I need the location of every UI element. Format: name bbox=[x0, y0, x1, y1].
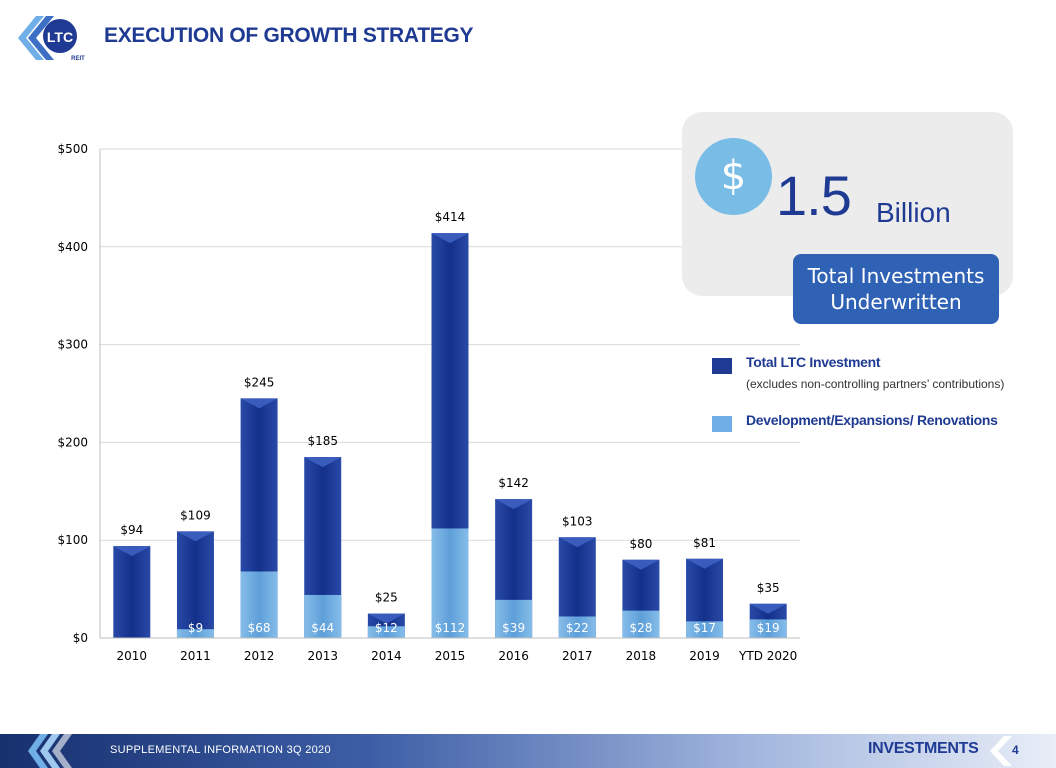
data-label-total: $185 bbox=[307, 434, 338, 448]
legend-swatch-total bbox=[712, 358, 732, 374]
bar-total-bevel bbox=[749, 603, 787, 614]
callout-caption: Total Investments Underwritten bbox=[793, 254, 999, 324]
x-tick-label: YTD 2020 bbox=[738, 649, 797, 663]
bar-development bbox=[431, 528, 469, 638]
data-label-development: $17 bbox=[693, 621, 716, 635]
x-tick-label: 2014 bbox=[371, 649, 402, 663]
data-label-development: $44 bbox=[311, 621, 334, 635]
data-label-development: $112 bbox=[435, 621, 466, 635]
bar-total-bevel bbox=[176, 531, 214, 542]
footer-left-text: SUPPLEMENTAL INFORMATION 3Q 2020 bbox=[110, 744, 331, 756]
callout-amount: 1.5 bbox=[776, 164, 852, 227]
bar-total-bevel bbox=[622, 559, 660, 570]
data-label-total: $245 bbox=[244, 375, 275, 389]
data-label-total: $80 bbox=[629, 537, 652, 551]
x-tick-label: 2012 bbox=[244, 649, 275, 663]
bar-total-bevel bbox=[431, 233, 469, 244]
bar-total-bevel bbox=[304, 457, 342, 468]
x-tick-label: 2011 bbox=[180, 649, 211, 663]
ltc-logo: LTC REIT bbox=[18, 16, 85, 62]
x-tick-label: 2019 bbox=[689, 649, 720, 663]
data-label-total: $109 bbox=[180, 508, 211, 522]
bar-total-bevel bbox=[367, 613, 405, 624]
data-label-total: $414 bbox=[435, 210, 466, 224]
bar-development bbox=[176, 629, 214, 638]
footer-chevron-icon bbox=[28, 734, 72, 768]
bar-total-bevel bbox=[240, 398, 278, 409]
page-title: EXECUTION OF GROWTH STRATEGY bbox=[104, 24, 474, 47]
chart-bars: $94 $109 $9 $245 $68 $185 $44 $25 $12 $414 $112 $14… bbox=[113, 210, 787, 638]
y-tick-label: $100 bbox=[57, 533, 88, 547]
footer-page-number: 4 bbox=[1012, 743, 1019, 757]
bar-development bbox=[495, 599, 533, 638]
data-label-total: $25 bbox=[375, 591, 398, 605]
data-label-development: $12 bbox=[375, 621, 398, 635]
bar-development bbox=[558, 616, 596, 638]
bar-development bbox=[749, 619, 787, 638]
footer-page-chevron-icon bbox=[990, 736, 1012, 766]
y-tick-label: $500 bbox=[57, 142, 88, 156]
footer-bar bbox=[0, 734, 1056, 768]
x-tick-label: 2017 bbox=[562, 649, 593, 663]
legend-label-development: Development/Expansions/ Renovations bbox=[746, 412, 998, 428]
y-tick-label: $300 bbox=[57, 338, 88, 352]
bar-total-bevel bbox=[686, 558, 724, 569]
footer-section-label: INVESTMENTS bbox=[868, 740, 979, 757]
y-tick-label: $0 bbox=[73, 631, 88, 645]
x-tick-label: 2015 bbox=[435, 649, 466, 663]
investment-bar-chart: $0$100$200$300$400$500 $94$109$9$245$68$… bbox=[57, 142, 800, 663]
dollar-icon: $ bbox=[695, 138, 772, 215]
x-tick-label: 2013 bbox=[307, 649, 338, 663]
data-label-total: $35 bbox=[757, 581, 780, 595]
bar-total-bevel bbox=[113, 546, 151, 557]
data-label-total: $103 bbox=[562, 514, 593, 528]
y-tick-label: $200 bbox=[57, 435, 88, 449]
bar-total-bevel bbox=[558, 537, 596, 548]
bar-development bbox=[304, 594, 342, 638]
logo-subtext: REIT bbox=[71, 56, 85, 62]
chart-x-axis: 2010 2011 2012 2013 2014 2015 2016 2017 2018 2019… bbox=[100, 637, 800, 663]
bar-development bbox=[240, 571, 278, 638]
bar-total-ltc-investment bbox=[176, 531, 214, 638]
bar-total-ltc-investment bbox=[113, 546, 151, 638]
bar-total-bevel bbox=[495, 499, 533, 510]
chart-y-axis: $0 $100 $200 $300 $400 $500 bbox=[57, 142, 101, 645]
data-label-development: $9 bbox=[188, 621, 203, 635]
x-tick-label: 2010 bbox=[117, 649, 148, 663]
logo-text: LTC bbox=[47, 29, 73, 45]
data-label-total: $94 bbox=[120, 523, 143, 537]
bar-development bbox=[686, 621, 724, 638]
legend-swatch-development bbox=[712, 416, 732, 432]
bar-development bbox=[622, 610, 660, 638]
bar-development bbox=[367, 626, 405, 638]
data-label-total: $81 bbox=[693, 536, 716, 550]
x-tick-label: 2018 bbox=[626, 649, 657, 663]
data-label-total: $142 bbox=[498, 476, 529, 490]
legend-label-total: Total LTC Investment bbox=[746, 354, 881, 370]
data-label-development: $68 bbox=[248, 621, 271, 635]
legend-sublabel-total: (excludes non-controlling partners’ cont… bbox=[746, 377, 1005, 391]
x-tick-label: 2016 bbox=[498, 649, 529, 663]
data-label-development: $39 bbox=[502, 621, 525, 635]
y-tick-label: $400 bbox=[57, 240, 88, 254]
data-label-development: $28 bbox=[629, 621, 652, 635]
callout-unit: Billion bbox=[876, 197, 951, 228]
data-label-development: $22 bbox=[566, 621, 589, 635]
data-label-development: $19 bbox=[757, 621, 780, 635]
